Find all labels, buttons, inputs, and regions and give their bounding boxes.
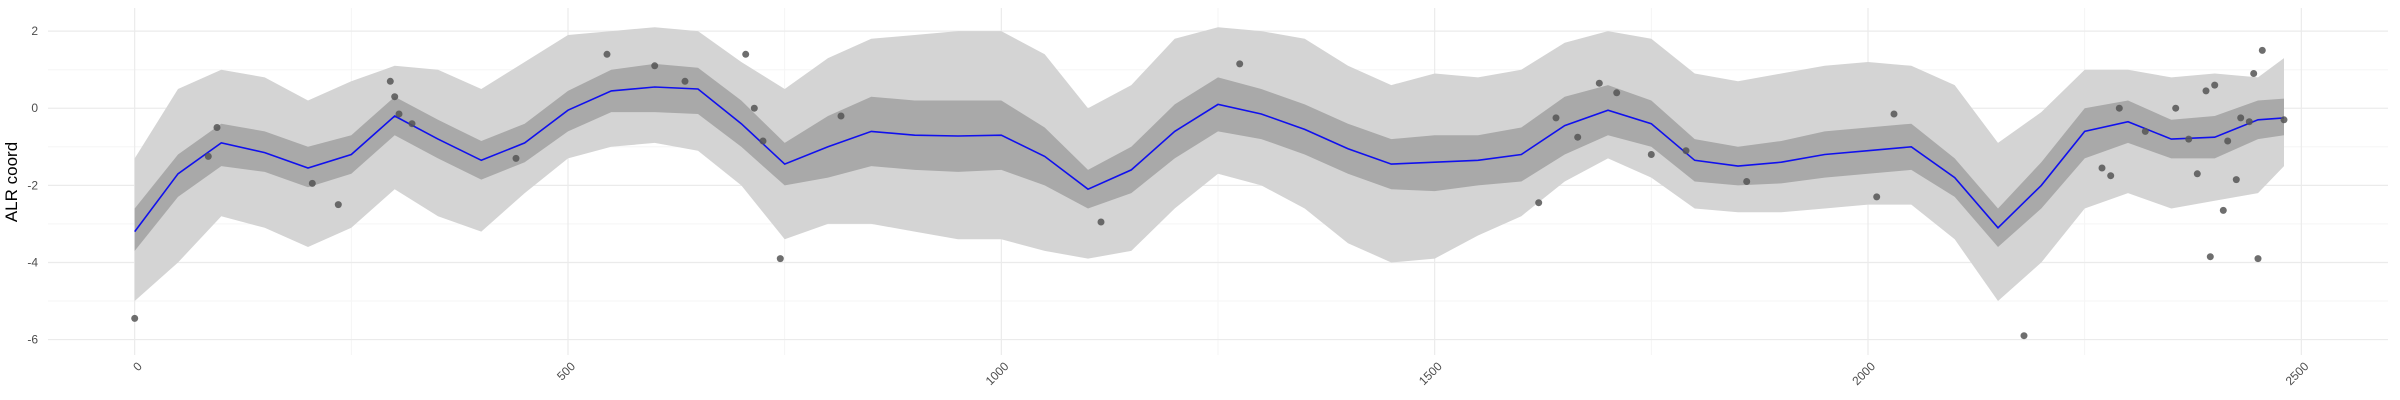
data-point: [308, 179, 316, 187]
data-point: [2172, 104, 2180, 112]
data-point: [2237, 114, 2245, 122]
data-point: [2202, 87, 2210, 95]
data-point: [742, 50, 750, 58]
data-point: [2232, 176, 2240, 184]
y-tick-label: 2: [31, 24, 38, 38]
data-point: [2250, 70, 2258, 77]
data-point: [750, 104, 758, 112]
data-point: [334, 201, 342, 209]
data-point: [1682, 147, 1690, 155]
inner-confidence-band: [134, 63, 2285, 251]
data-point: [603, 50, 611, 58]
data-point: [204, 152, 212, 160]
data-point: [395, 110, 403, 118]
data-point: [2115, 104, 2123, 112]
data-point: [1873, 193, 1881, 201]
data-point: [2020, 332, 2028, 340]
data-point: [2185, 135, 2193, 143]
y-axis-ticks: -6 -4 -2 0 2: [27, 24, 38, 346]
mean-line: [134, 86, 2285, 233]
data-point: [681, 77, 689, 85]
data-point: [2224, 137, 2232, 145]
data-point: [213, 124, 221, 131]
data-point: [2098, 164, 2106, 172]
data-point: [2219, 206, 2227, 214]
y-tick-label: -6: [27, 333, 38, 347]
data-point: [651, 62, 659, 70]
data-point: [1890, 110, 1898, 118]
data-point: [1647, 151, 1655, 158]
data-point: [2107, 172, 2115, 180]
data-point: [2211, 81, 2219, 89]
data-point: [2193, 170, 2201, 178]
data-point: [2258, 46, 2266, 54]
data-point: [2141, 127, 2149, 135]
data-point: [1535, 199, 1543, 207]
data-point: [1595, 79, 1603, 87]
data-point: [512, 154, 520, 162]
y-tick-label: -4: [27, 255, 38, 269]
data-point: [1743, 178, 1751, 185]
data-point: [131, 314, 139, 322]
data-point: [386, 77, 394, 85]
data-point: [2206, 253, 2214, 261]
data-point: [759, 137, 767, 145]
data-point: [1613, 89, 1621, 97]
data-point: [2254, 255, 2262, 263]
data-point: [1097, 218, 1105, 226]
data-point: [391, 93, 399, 101]
data-point: [837, 112, 845, 120]
data-point: [1552, 114, 1560, 122]
y-tick-label: -2: [27, 178, 38, 192]
data-point: [776, 255, 784, 263]
data-point: [1236, 60, 1244, 68]
y-axis-title: ALR coord: [2, 142, 21, 222]
observed-points: [131, 46, 2288, 340]
data-point: [408, 120, 416, 128]
y-tick-label: 0: [31, 101, 38, 115]
data-point: [2280, 116, 2288, 124]
data-point: [2245, 118, 2253, 126]
data-point: [1574, 133, 1582, 141]
